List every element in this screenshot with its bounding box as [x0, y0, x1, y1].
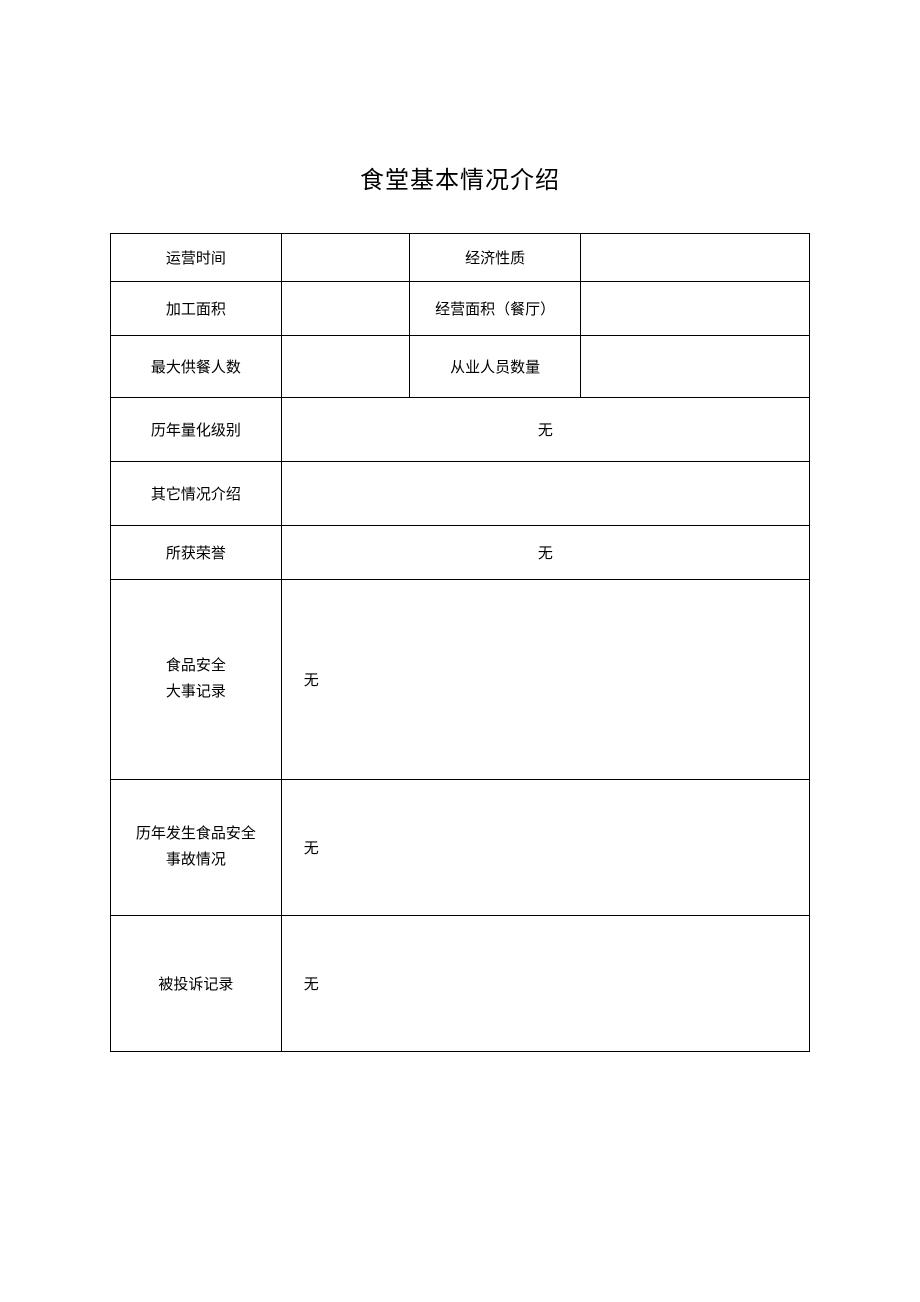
label-safety-incidents-line1: 历年发生食品安全 — [136, 826, 256, 842]
label-economic-nature: 经济性质 — [410, 234, 581, 282]
value-other-info — [281, 462, 809, 526]
table-row: 所获荣誉 无 — [111, 526, 810, 580]
value-operating-time — [281, 234, 410, 282]
label-safety-incidents: 历年发生食品安全 事故情况 — [111, 780, 282, 916]
label-honors: 所获荣誉 — [111, 526, 282, 580]
label-operating-time: 运营时间 — [111, 234, 282, 282]
table-row: 运营时间 经济性质 — [111, 234, 810, 282]
table-row: 历年发生食品安全 事故情况 无 — [111, 780, 810, 916]
document-page: 食堂基本情况介绍 运营时间 经济性质 加工面积 经营面积（餐厅） 最大供餐人数 — [0, 0, 920, 1052]
value-max-capacity — [281, 336, 410, 398]
value-safety-incidents: 无 — [281, 780, 809, 916]
label-complaints: 被投诉记录 — [111, 916, 282, 1052]
table-row: 历年量化级别 无 — [111, 398, 810, 462]
value-economic-nature — [580, 234, 809, 282]
label-business-area: 经营面积（餐厅） — [410, 282, 581, 336]
value-safety-events: 无 — [281, 580, 809, 780]
label-safety-events: 食品安全 大事记录 — [111, 580, 282, 780]
value-processing-area — [281, 282, 410, 336]
value-staff-count — [580, 336, 809, 398]
table-row: 最大供餐人数 从业人员数量 — [111, 336, 810, 398]
table-row: 其它情况介绍 — [111, 462, 810, 526]
label-processing-area: 加工面积 — [111, 282, 282, 336]
label-staff-count: 从业人员数量 — [410, 336, 581, 398]
value-rating-level: 无 — [281, 398, 809, 462]
value-honors: 无 — [281, 526, 809, 580]
table-row: 食品安全 大事记录 无 — [111, 580, 810, 780]
page-title: 食堂基本情况介绍 — [110, 160, 810, 195]
value-complaints: 无 — [281, 916, 809, 1052]
label-safety-events-line2: 大事记录 — [166, 684, 226, 700]
table-row: 被投诉记录 无 — [111, 916, 810, 1052]
label-safety-events-line1: 食品安全 — [166, 658, 226, 674]
table-row: 加工面积 经营面积（餐厅） — [111, 282, 810, 336]
label-other-info: 其它情况介绍 — [111, 462, 282, 526]
value-business-area — [580, 282, 809, 336]
label-rating-level: 历年量化级别 — [111, 398, 282, 462]
label-max-capacity: 最大供餐人数 — [111, 336, 282, 398]
info-table: 运营时间 经济性质 加工面积 经营面积（餐厅） 最大供餐人数 从业人员数量 历年… — [110, 233, 810, 1052]
label-safety-incidents-line2: 事故情况 — [166, 852, 226, 868]
